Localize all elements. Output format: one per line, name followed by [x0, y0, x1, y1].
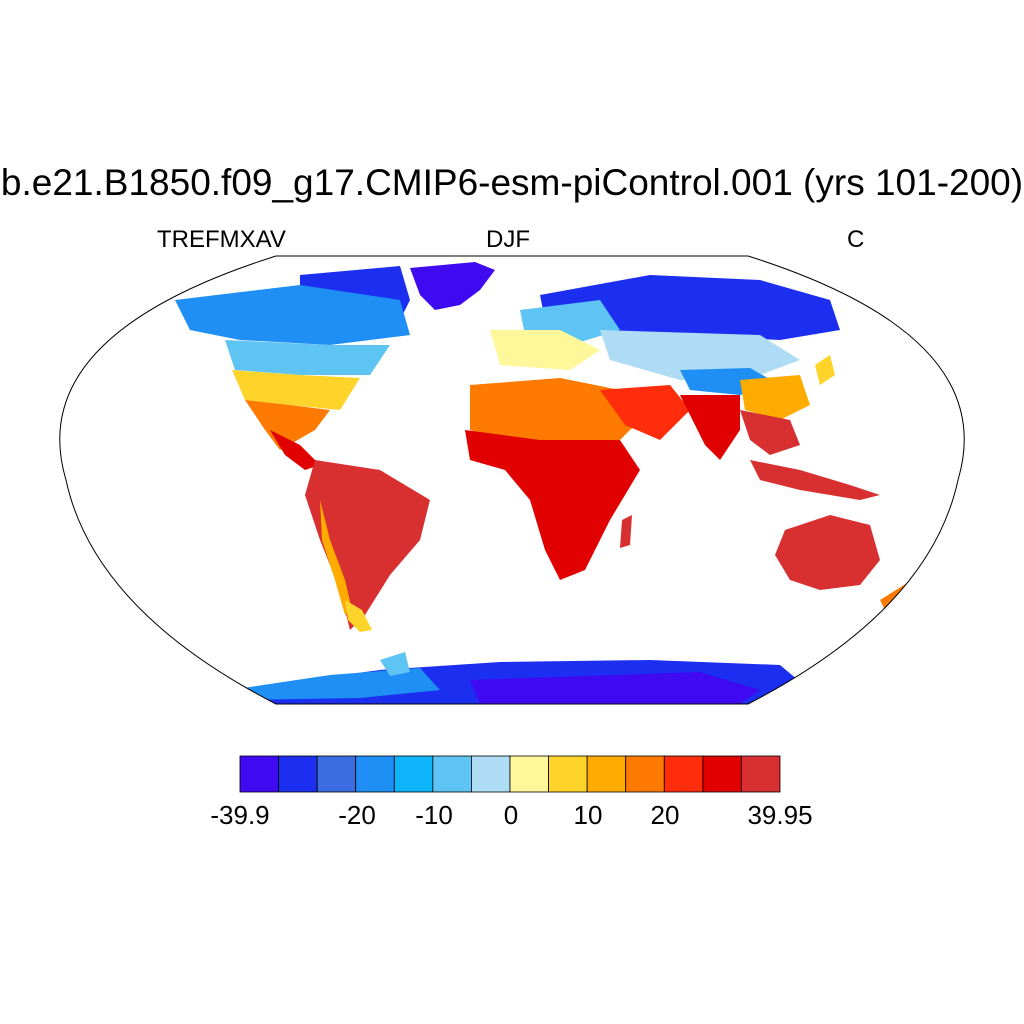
- colorbar-tick-label: -20: [338, 800, 376, 830]
- north-america-south: [232, 370, 360, 410]
- colorbar-swatch: [471, 755, 511, 793]
- southeast-asia: [740, 410, 800, 455]
- variable-label: TREFMXAV: [157, 226, 286, 253]
- india: [680, 395, 740, 460]
- colorbar-swatch: [625, 755, 665, 793]
- north-america-gulf: [245, 400, 330, 450]
- colorbar: [239, 755, 781, 793]
- europe-mild: [490, 330, 600, 370]
- colorbar-swatch: [741, 755, 781, 793]
- colorbar-tick-label: 0: [503, 800, 519, 830]
- central-america: [270, 430, 320, 470]
- australia: [775, 515, 880, 590]
- colorbar-swatch: [548, 755, 588, 793]
- map-frame: [59, 255, 965, 705]
- colorbar-swatch: [316, 755, 357, 793]
- africa: [465, 430, 640, 580]
- middle-east: [600, 385, 690, 440]
- north-america-mid: [225, 340, 390, 375]
- madagascar: [620, 515, 632, 548]
- colorbar-tick-label: -10: [415, 800, 453, 830]
- antarctica-coast-west: [230, 668, 440, 700]
- indonesia: [750, 460, 880, 500]
- colorbar-swatch: [509, 755, 549, 793]
- central-asia: [600, 330, 800, 380]
- colorbar-swatch: [239, 755, 279, 793]
- land-temperature-field: [175, 262, 920, 704]
- antarctica-interior: [470, 672, 760, 704]
- new-zealand: [880, 578, 920, 610]
- colorbar-swatch: [278, 755, 318, 793]
- colorbar-tick-label: 10: [573, 800, 603, 830]
- colorbar-swatch: [355, 755, 395, 793]
- colorbar-tick-label: -39.9: [210, 800, 270, 830]
- colorbar-tick-label: 20: [650, 800, 680, 830]
- map-title: b.e21.B1850.f09_g17.CMIP6-esm-piControl.…: [0, 162, 1024, 203]
- units-label: C: [847, 226, 865, 253]
- season-label: DJF: [486, 226, 530, 253]
- colorbar-swatch: [432, 755, 472, 793]
- south-america: [305, 460, 430, 630]
- greenland: [410, 262, 495, 310]
- colorbar-swatch: [702, 755, 742, 793]
- patagonia: [345, 600, 372, 632]
- andes-cool-strip: [320, 500, 352, 615]
- colorbar-swatch: [586, 755, 627, 793]
- colorbar-swatch: [663, 755, 704, 793]
- colorbar-tick-label: 39.95: [747, 800, 813, 830]
- colorbar-swatch: [393, 755, 434, 793]
- china-south: [740, 375, 810, 420]
- antarctica-peninsula: [380, 652, 410, 676]
- north-america-north: [175, 285, 410, 345]
- japan: [815, 355, 835, 385]
